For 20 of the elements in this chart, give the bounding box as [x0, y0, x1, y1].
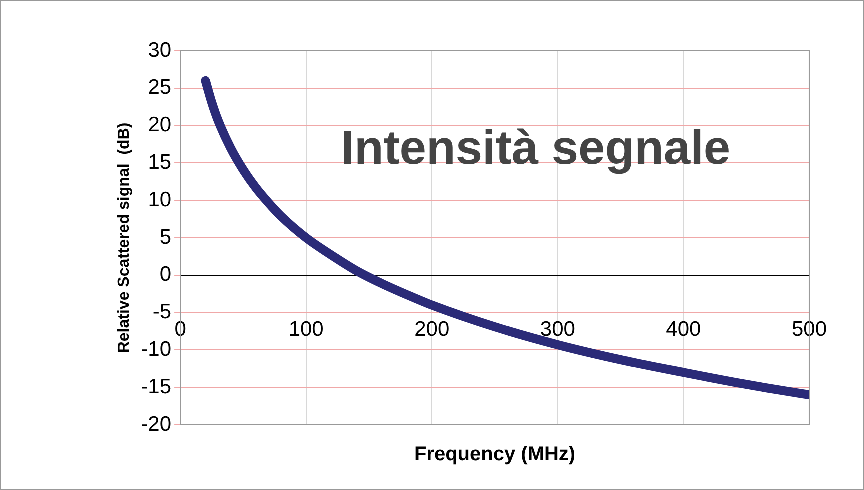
- x-axis-title: Frequency (MHz): [414, 444, 576, 466]
- y-tick-label: 10: [148, 188, 172, 212]
- y-tick-label: 25: [148, 76, 172, 100]
- y-axis-title: Relative Scattered signal (dB): [116, 122, 134, 354]
- x-tick-label: 0: [174, 318, 186, 341]
- x-tick-label: 400: [666, 318, 702, 341]
- y-tick-label: -5: [152, 300, 172, 324]
- y-tick-label: 15: [148, 150, 172, 174]
- y-tick-label: 30: [148, 38, 172, 62]
- y-tick-label: -20: [141, 412, 172, 436]
- y-tick-label: 20: [148, 114, 172, 137]
- x-tick-label: 500: [792, 318, 828, 341]
- x-tick-label: 300: [540, 318, 576, 341]
- y-tick-label: 5: [160, 226, 172, 249]
- y-tick-label: -15: [141, 375, 172, 398]
- x-tick-label: 100: [288, 318, 324, 341]
- annotation: Intensità segnale: [341, 122, 731, 176]
- x-tick-label: 200: [414, 318, 450, 341]
- y-tick-label: -10: [141, 338, 172, 361]
- y-tick-label: 0: [160, 263, 172, 286]
